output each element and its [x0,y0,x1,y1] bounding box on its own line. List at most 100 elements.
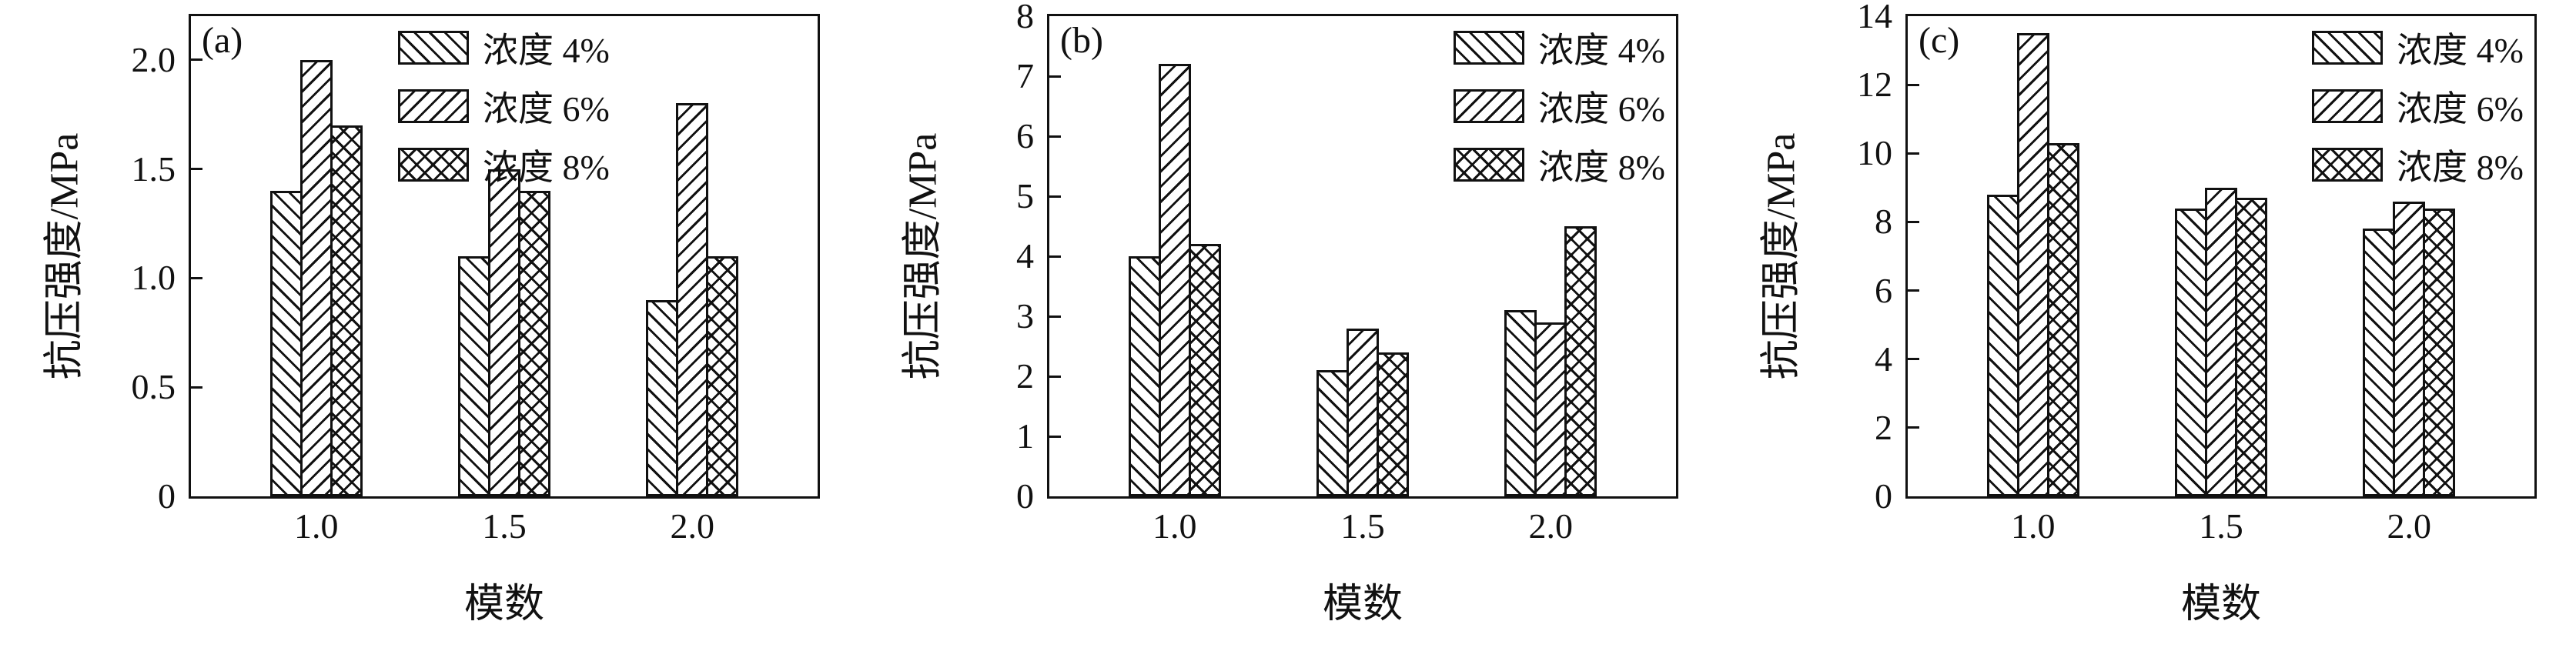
y-tick-mark [1049,255,1061,258]
legend-swatch [2312,148,2384,182]
y-tick-label: 3 [1016,296,1034,336]
bar [1377,352,1409,496]
x-tick-label: 2.0 [2387,506,2431,546]
y-tick-label: 10 [1857,133,1892,173]
y-tick-label: 8 [1875,202,1892,242]
y-tick-label: 0 [1875,476,1892,516]
bar [488,169,520,496]
y-tick-label: 4 [1016,236,1034,275]
bar [1564,226,1597,496]
y-tick-mark [1908,426,1919,429]
bar [1986,194,2019,496]
bar [646,299,679,496]
panel-label: (c) [1919,20,1960,61]
legend-label: 浓度 4% [483,31,610,70]
bar [458,256,490,496]
y-tick-label: 6 [1875,270,1892,310]
x-tick-label: 2.0 [1528,506,1573,546]
y-tick-label: 6 [1016,116,1034,155]
legend-swatch [1454,31,1525,65]
y-tick-label: 14 [1857,0,1892,35]
y-tick-label: 1 [1016,416,1034,456]
bar [1158,64,1191,496]
bar [299,59,333,496]
legend: 浓度 4% 浓度 6% 浓度 8% [2312,22,2524,190]
legend-item: 浓度 4% [2312,22,2524,73]
legend-label: 浓度 4% [1538,31,1665,70]
x-tick-label: 1.0 [2011,506,2056,546]
x-tick-label: 1.0 [1153,506,1197,546]
y-tick-mark [1908,220,1919,223]
legend: 浓度 4% 浓度 6% 浓度 8% [398,22,610,190]
legend-swatch [2312,31,2384,65]
bar [2205,187,2237,496]
x-axis-label: 模数 [463,583,544,626]
bar [1504,310,1537,496]
y-tick-label: 8 [1016,0,1034,35]
bar [2016,33,2049,496]
legend-item: 浓度 8% [1454,139,1665,190]
y-tick-mark [1049,75,1061,78]
legend-swatch [398,31,469,65]
bar [2423,208,2456,496]
x-tick-label: 1.5 [482,506,527,546]
plot-area: (c) 浓度 4% 浓度 6% 浓度 8% [1905,14,2537,499]
y-tick-mark [1049,195,1061,198]
y-tick-label: 2 [1016,356,1034,396]
legend-item: 浓度 8% [398,139,610,190]
x-tick-label: 1.5 [2199,506,2243,546]
legend-item: 浓度 4% [398,22,610,73]
y-tick-mark [191,386,202,389]
legend-item: 浓度 6% [1454,81,1665,132]
y-tick-mark [1049,375,1061,378]
bar [1316,370,1349,496]
x-tick-label: 1.5 [1340,506,1385,546]
y-tick-label: 0.5 [131,367,176,407]
y-tick-label: 0 [158,476,176,516]
y-tick-label: 4 [1875,339,1892,379]
bar [706,256,739,496]
plot-area: (b) 浓度 4% 浓度 6% 浓度 8% [1047,14,1678,499]
y-tick-mark [191,168,202,171]
legend-item: 浓度 6% [2312,81,2524,132]
y-tick-mark [1908,83,1919,86]
legend-label: 浓度 8% [2397,148,2524,187]
x-tick-label: 1.0 [294,506,339,546]
bar [2363,229,2396,496]
legend-label: 浓度 8% [483,148,610,187]
legend-swatch [398,148,469,182]
x-axis-label: 模数 [1322,583,1403,626]
legend-item: 浓度 4% [1454,22,1665,73]
y-tick-mark [1049,435,1061,438]
bar [1347,328,1379,496]
bar [2393,201,2426,496]
x-tick-label: 2.0 [670,506,714,546]
y-tick-label: 2.0 [131,39,176,79]
bar [2046,142,2079,496]
y-tick-label: 2 [1875,407,1892,447]
legend-item: 浓度 6% [398,81,610,132]
x-axis-label: 模数 [2180,583,2261,626]
y-tick-mark [1049,135,1061,138]
legend-label: 浓度 8% [1538,148,1665,187]
bar [330,125,363,496]
y-tick-label: 1.5 [131,149,176,189]
legend-label: 浓度 6% [2397,89,2524,129]
legend-label: 浓度 6% [483,89,610,129]
y-tick-mark [1908,289,1919,292]
bar [2235,198,2267,496]
y-tick-mark [191,58,202,62]
plot-area: (a) 浓度 4% 浓度 6% 浓度 8% [189,14,820,499]
chart-panel-c: 抗压强度/MPa (c) 浓度 4% 浓度 6% 浓度 8% 模数 0 2 4 6 8 10 1… [1717,0,2575,661]
panel-label: (a) [202,20,243,61]
y-tick-mark [1908,152,1919,155]
panel-label: (b) [1060,20,1103,61]
legend-swatch [1454,148,1525,182]
y-tick-mark [1908,358,1919,361]
legend-swatch [1454,89,1525,123]
bar [1534,322,1567,496]
legend-swatch [2312,89,2384,123]
y-tick-label: 12 [1857,65,1892,105]
